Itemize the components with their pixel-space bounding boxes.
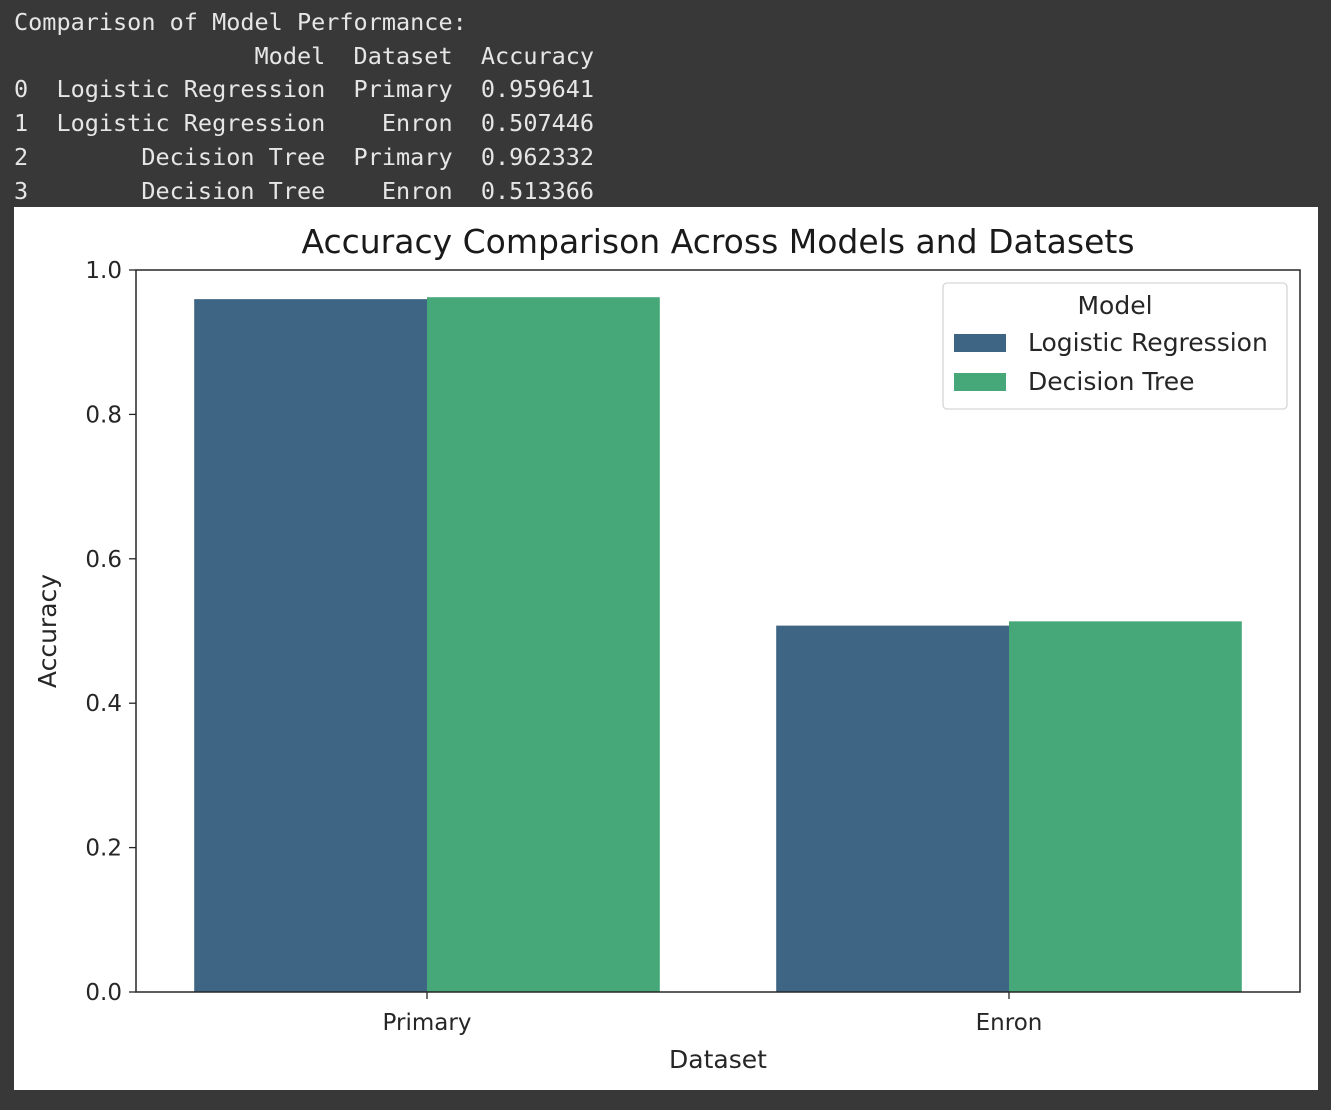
console-table-row: 3 Decision Tree Enron 0.513366 — [14, 176, 595, 205]
console-table-row: 1 Logistic Regression Enron 0.507446 — [14, 109, 595, 138]
y-tick-label: 1.0 — [85, 258, 122, 284]
x-axis-title: Dataset — [669, 1045, 767, 1074]
bar-logistic-regression-enron — [776, 625, 1009, 992]
console-table-row: 2 Decision Tree Primary 0.962332 — [14, 142, 595, 171]
console-heading: Comparison of Model Performance: — [14, 8, 467, 36]
y-tick-label: 0.8 — [85, 402, 122, 428]
y-tick-label: 0.4 — [85, 691, 122, 717]
legend-title: Model — [1077, 291, 1152, 320]
console-output: Comparison of Model Performance: Model D… — [0, 0, 1331, 207]
chart-figure: Primary Enron 0.0 0.2 0.4 0.6 0.8 1.0 Accuracy C… — [14, 207, 1318, 1090]
legend-entry: Logistic Regression — [1028, 328, 1268, 357]
legend-swatch — [954, 334, 1006, 352]
bar-chart: Primary Enron 0.0 0.2 0.4 0.6 0.8 1.0 Accuracy C… — [33, 222, 1301, 1074]
y-axis-title: Accuracy — [33, 574, 62, 688]
chart-title: Accuracy Comparison Across Models and Da… — [301, 222, 1134, 261]
console-table-row: 0 Logistic Regression Primary 0.959641 — [14, 75, 595, 104]
y-tick-label: 0.0 — [85, 980, 122, 1006]
bar-decision-tree-enron — [1009, 621, 1242, 992]
legend-swatch — [954, 373, 1006, 391]
y-tick-label: 0.2 — [85, 836, 122, 862]
x-tick-label: Enron — [976, 1010, 1043, 1036]
bar-logistic-regression-primary — [194, 299, 427, 993]
console-table-header: Model Dataset Accuracy — [14, 41, 595, 70]
legend-box — [942, 282, 1288, 410]
legend-entry: Decision Tree — [1028, 367, 1194, 396]
bar-decision-tree-primary — [427, 297, 660, 992]
y-tick-label: 0.6 — [85, 547, 122, 573]
x-tick-label: Primary — [383, 1010, 472, 1036]
plot-frame — [135, 269, 1301, 993]
